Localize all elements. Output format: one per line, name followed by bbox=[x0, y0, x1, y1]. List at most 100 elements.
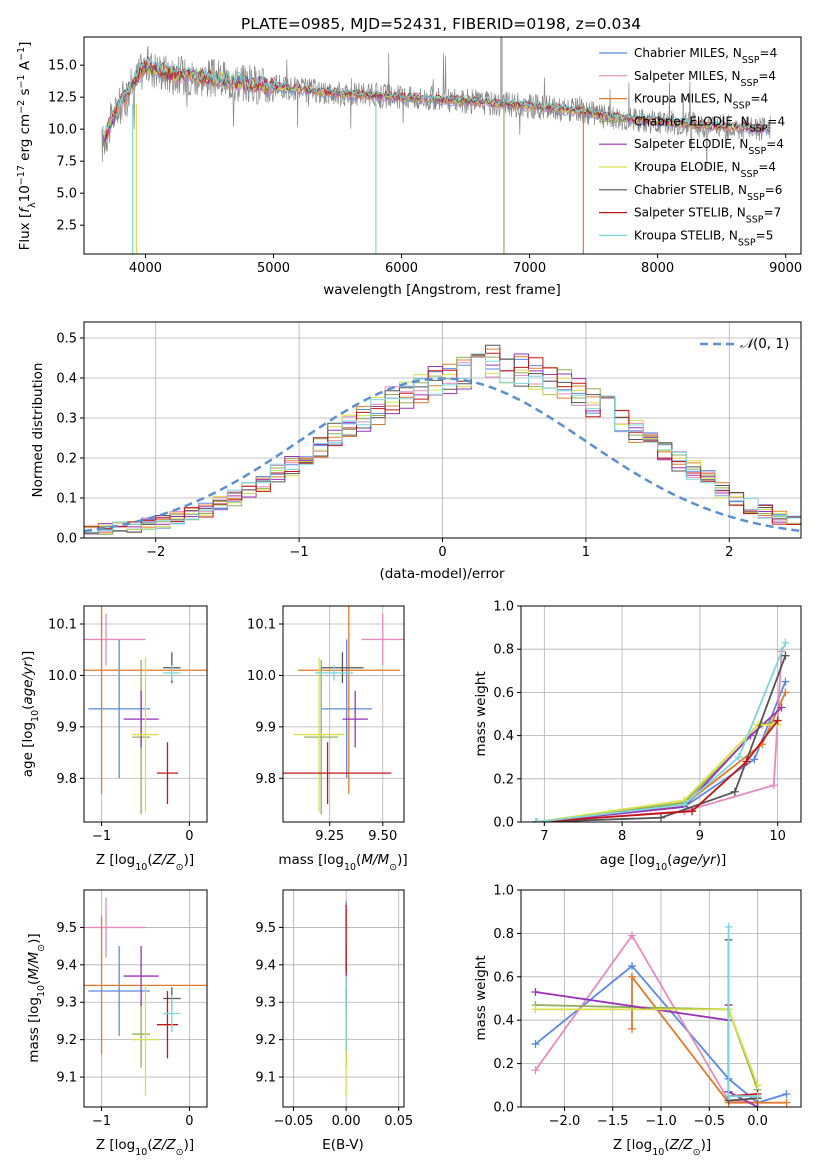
x-axis-label-part: ( bbox=[147, 852, 152, 868]
y-tick-label: 9.5 bbox=[56, 921, 77, 936]
x-axis-label: age [log10(age/yr)] bbox=[600, 852, 726, 873]
histogram-step-line bbox=[84, 352, 801, 530]
y-axis-label-part: −1 bbox=[16, 74, 27, 88]
legend-entry-part: =4 bbox=[750, 92, 768, 106]
x-tick-label: 2 bbox=[725, 545, 733, 560]
y-tick-label: 0.0 bbox=[493, 816, 514, 831]
histogram-step-line bbox=[84, 353, 801, 533]
y-axis-label-part: s bbox=[17, 88, 33, 99]
y-axis-label-part: λ bbox=[27, 202, 38, 208]
x-tick-label: −1.5 bbox=[597, 1114, 629, 1129]
mass-weight-series-line bbox=[534, 933, 758, 1104]
x-axis-label: wavelength [Angstrom, rest frame] bbox=[323, 282, 561, 298]
y-axis-label: mass weight bbox=[473, 671, 489, 756]
y-axis-label-part: ( bbox=[26, 980, 42, 985]
y-axis-label-part: −1 bbox=[16, 47, 27, 61]
y-axis-label-part: A bbox=[17, 60, 33, 74]
legend-entry-part: SSP bbox=[747, 191, 765, 202]
y-axis-label-part: 10 bbox=[17, 185, 33, 202]
y-tick-label: 0.4 bbox=[493, 1014, 514, 1029]
legend-entry-part: SSP bbox=[746, 214, 764, 225]
legend-entry: Chabrier STELIB, NSSP=6 bbox=[634, 183, 782, 203]
legend-entry-part: SSP bbox=[738, 237, 756, 248]
y-tick-label: 9.3 bbox=[255, 996, 276, 1011]
x-axis-label: (data-model)/error bbox=[379, 566, 505, 582]
x-tick-label: 9 bbox=[696, 829, 704, 844]
y-tick-label: 0.3 bbox=[56, 412, 77, 427]
x-tick-label: 10 bbox=[769, 829, 786, 844]
x-axis-label: E(B-V) bbox=[322, 1137, 364, 1153]
legend-entry: Kroupa MILES, NSSP=4 bbox=[634, 92, 768, 112]
mass-weight-series-line bbox=[536, 681, 787, 822]
y-axis-label-part: age [log bbox=[20, 722, 36, 777]
mass-weight-series-line bbox=[536, 723, 778, 822]
mass-weight-series-line bbox=[536, 642, 787, 822]
x-tick-label: 8 bbox=[618, 829, 626, 844]
legend-entry-part: (0, 1) bbox=[753, 336, 789, 352]
y-tick-label: 0.1 bbox=[56, 492, 77, 507]
x-axis-label-part: 10 bbox=[652, 1147, 664, 1158]
legend-entry: Salpeter ELODIE, NSSP=4 bbox=[634, 137, 784, 157]
mass-weight-point-marker bbox=[628, 931, 637, 940]
y-tick-label: 10.0 bbox=[48, 123, 77, 138]
x-axis-label-part: Z/Z bbox=[669, 1137, 694, 1153]
x-axis-label-part: mass [log bbox=[278, 852, 344, 868]
model-spectrum-line bbox=[104, 60, 771, 137]
legend-entry-part: =7 bbox=[764, 206, 782, 220]
legend-entry-part: =4 bbox=[758, 160, 776, 174]
x-axis-label-part: M/M bbox=[361, 852, 389, 868]
y-axis-label: mass weight bbox=[473, 955, 489, 1040]
mass-weight-point-marker bbox=[688, 807, 697, 816]
x-tick-label: 1 bbox=[582, 545, 590, 560]
mass-weight-point-marker bbox=[734, 753, 743, 762]
x-tick-label: 6000 bbox=[385, 261, 418, 276]
x-tick-label: 5000 bbox=[257, 261, 290, 276]
y-axis-label: age [log10(age/yr)] bbox=[20, 651, 41, 777]
y-tick-label: 9.4 bbox=[56, 958, 77, 973]
plot-area bbox=[84, 344, 801, 535]
mass-weight-series-line bbox=[536, 719, 779, 822]
y-tick-label: 0.4 bbox=[493, 729, 514, 744]
y-axis-label-part: −17 bbox=[16, 165, 27, 185]
plot-area bbox=[531, 922, 791, 1107]
mass-weight-series-line bbox=[727, 926, 758, 1098]
x-tick-label: 4000 bbox=[129, 261, 162, 276]
y-axis-label-part: )] bbox=[26, 933, 42, 944]
mass-weight-vs-metallicity-panel: −2.0 −1.5 −1.0 −0.5 0.0 0.0 0.2 0.4 0.6 0.8 1.0 Z [… bbox=[473, 884, 802, 1158]
x-axis-label: mass [log10(M/M⊙)] bbox=[278, 852, 407, 873]
age-vs-metallicity-panel: −1 09.89.910.010.1Z [log10(Z/Z⊙)]age [log… bbox=[20, 605, 208, 873]
x-axis-label-part: Z [log bbox=[96, 1137, 135, 1153]
mass-weight-point-marker bbox=[532, 818, 541, 822]
legend-entry-part: Chabrier STELIB, N bbox=[634, 183, 747, 197]
legend-entry-part: =4 bbox=[758, 69, 776, 83]
axes-frame bbox=[282, 605, 405, 823]
mass-weight-point-marker bbox=[781, 651, 790, 660]
legend-entry-part: =4 bbox=[766, 137, 784, 151]
plot-area bbox=[101, 37, 771, 254]
y-axis-label: Normed distribution bbox=[30, 363, 46, 498]
x-tick-label: −0.05 bbox=[274, 1114, 314, 1129]
mass-weight-point-marker bbox=[657, 813, 665, 822]
x-tick-label: −2.0 bbox=[549, 1114, 581, 1129]
mass-weight-point-marker bbox=[781, 638, 790, 647]
mass-weight-point-marker bbox=[773, 716, 782, 725]
mass-weight-point-marker bbox=[531, 1005, 540, 1014]
x-axis-label-part: 10 bbox=[344, 862, 356, 873]
plot-area bbox=[532, 638, 790, 822]
legend-entry-part: =5 bbox=[756, 228, 774, 242]
mass-weight-point-marker bbox=[781, 688, 790, 697]
x-axis-label-part: Z [log bbox=[96, 852, 135, 868]
y-axis-label: mass [log10(M/M⊙)] bbox=[26, 933, 47, 1062]
mass-weight-point-marker bbox=[724, 1092, 733, 1101]
y-tick-label: 9.4 bbox=[255, 958, 276, 973]
y-axis-label: Flux [fλ10−17 erg cm−2 s−1 A−1] bbox=[16, 42, 38, 251]
y-tick-label: 1.0 bbox=[493, 600, 514, 615]
y-axis-label-part: ] bbox=[17, 42, 33, 47]
y-axis-label-part: erg cm bbox=[17, 114, 33, 165]
y-axis-label-part: M/M bbox=[26, 951, 42, 979]
legend-entry: Salpeter STELIB, NSSP=7 bbox=[634, 206, 781, 226]
x-axis-label-part: )] bbox=[716, 852, 727, 868]
x-tick-label: 7 bbox=[540, 829, 548, 844]
y-tick-label: 0.2 bbox=[493, 1057, 514, 1072]
plot-area bbox=[84, 606, 207, 815]
